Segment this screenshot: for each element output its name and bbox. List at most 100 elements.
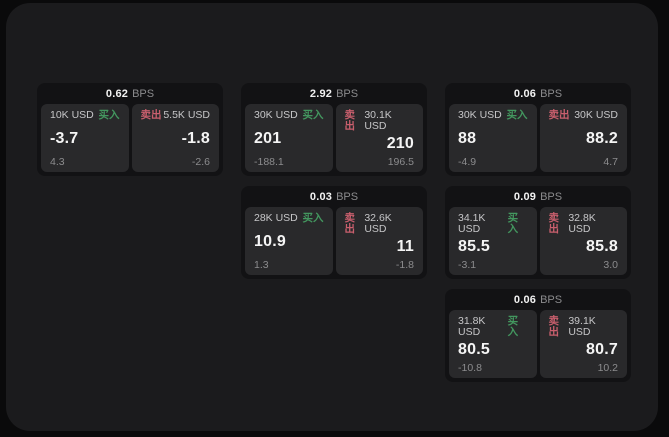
spread-value: 0.06 [513,87,537,100]
quote-pair: 30K USD 买入 201 -188.1 卖出 30.1K USD 210 1… [241,104,427,176]
buy-button[interactable]: 买入 [507,315,519,338]
buy-button[interactable]: 买入 [302,212,324,224]
sell-amount: 30.1K USD [364,109,392,132]
sell-quote-panel[interactable]: 卖出 30K USD 88.2 4.7 [539,104,627,172]
spread-value: 0.06 [513,293,537,306]
buy-delta: -188.1 [254,155,284,168]
sell-quote-panel[interactable]: 卖出 30.1K USD 210 196.5 [335,104,423,172]
sell-quote-top: 卖出 30.1K USD [345,110,415,131]
bps-unit-label: BPS [336,87,359,100]
quote-pair: 30K USD 买入 88 -4.9 卖出 30K USD 88.2 4.7 [445,104,631,176]
quote-card: 0.06 BPS 31.8K USD 买入 80.5 -10.8 卖出 39.1… [445,289,631,382]
sell-quote-top: 卖出 32.6K USD [345,213,415,234]
sell-button[interactable]: 卖出 [548,315,560,338]
sell-price: 88.2 [586,129,618,147]
buy-quote-top: 34.1K USD 买入 [458,213,528,234]
spread-header: 0.06 BPS [445,83,631,104]
bps-unit-label: BPS [540,87,563,100]
sell-price: 80.7 [586,340,618,358]
buy-price: 80.5 [458,340,490,358]
buy-price: 88 [458,129,477,147]
sell-button[interactable]: 卖出 [548,109,570,121]
sell-button[interactable]: 卖出 [548,212,560,235]
quote-card: 0.03 BPS 28K USD 买入 10.9 1.3 卖出 32.6K US… [241,186,427,279]
sell-button[interactable]: 卖出 [140,109,162,121]
buy-price: 10.9 [254,232,286,250]
buy-quote-panel[interactable]: 34.1K USD 买入 85.5 -3.1 [449,207,537,275]
spread-header: 0.06 BPS [445,289,631,310]
buy-delta: -4.9 [458,155,477,168]
buy-button[interactable]: 买入 [302,109,324,121]
cards-grid: 0.62 BPS 10K USD 买入 -3.7 4.3 卖出 5.5K USD… [37,83,631,382]
buy-amount: 10K USD [50,109,94,121]
buy-quote-panel[interactable]: 31.8K USD 买入 80.5 -10.8 [449,310,537,378]
sell-quote-top: 卖出 32.8K USD [549,213,619,234]
spread-value: 2.92 [309,87,333,100]
sell-quote-panel[interactable]: 卖出 5.5K USD -1.8 -2.6 [131,104,219,172]
sell-quote-panel[interactable]: 卖出 32.6K USD 11 -1.8 [335,207,423,275]
quote-pair: 34.1K USD 买入 85.5 -3.1 卖出 32.8K USD 85.8… [445,207,631,279]
quote-pair: 10K USD 买入 -3.7 4.3 卖出 5.5K USD -1.8 -2.… [37,104,223,176]
buy-price: -3.7 [50,129,79,147]
sell-price: 11 [396,237,414,255]
sell-price: -1.8 [181,129,210,147]
buy-quote-panel[interactable]: 30K USD 买入 88 -4.9 [449,104,537,172]
sell-quote-top: 卖出 39.1K USD [549,316,619,337]
sell-amount: 30K USD [574,109,618,121]
quote-pair: 31.8K USD 买入 80.5 -10.8 卖出 39.1K USD 80.… [445,310,631,382]
buy-delta: -10.8 [458,361,482,374]
sell-amount: 32.8K USD [568,212,596,235]
buy-price: 85.5 [458,237,490,255]
buy-amount: 28K USD [254,212,298,224]
spread-value: 0.09 [513,190,537,203]
buy-price: 201 [254,129,282,147]
quote-board: 0.62 BPS 10K USD 买入 -3.7 4.3 卖出 5.5K USD… [6,3,658,431]
bps-unit-label: BPS [540,293,563,306]
buy-quote-top: 31.8K USD 买入 [458,316,528,337]
sell-button[interactable]: 卖出 [344,212,356,235]
bps-unit-label: BPS [540,190,563,203]
buy-delta: -3.1 [458,258,477,271]
buy-quote-panel[interactable]: 28K USD 买入 10.9 1.3 [245,207,333,275]
sell-button[interactable]: 卖出 [344,109,356,132]
buy-quote-panel[interactable]: 30K USD 买入 201 -188.1 [245,104,333,172]
sell-delta: -2.6 [191,155,210,168]
spread-header: 0.62 BPS [37,83,223,104]
buy-button[interactable]: 买入 [506,109,528,121]
quote-card: 2.92 BPS 30K USD 买入 201 -188.1 卖出 30.1K … [241,83,427,176]
spread-value: 0.03 [309,190,333,203]
quote-pair: 28K USD 买入 10.9 1.3 卖出 32.6K USD 11 -1.8 [241,207,427,279]
sell-amount: 5.5K USD [163,109,210,121]
bps-unit-label: BPS [132,87,155,100]
quote-card: 0.06 BPS 30K USD 买入 88 -4.9 卖出 30K USD 8… [445,83,631,176]
spread-value: 0.62 [105,87,129,100]
buy-quote-top: 30K USD 买入 [254,110,324,121]
buy-quote-top: 30K USD 买入 [458,110,528,121]
sell-delta: 4.7 [603,155,618,168]
buy-quote-panel[interactable]: 10K USD 买入 -3.7 4.3 [41,104,129,172]
bps-unit-label: BPS [336,190,359,203]
sell-quote-panel[interactable]: 卖出 32.8K USD 85.8 3.0 [539,207,627,275]
buy-amount: 31.8K USD [458,315,486,338]
buy-amount: 30K USD [254,109,298,121]
sell-price: 85.8 [586,237,618,255]
buy-amount: 34.1K USD [458,212,486,235]
sell-delta: 3.0 [603,258,618,271]
spread-header: 0.03 BPS [241,186,427,207]
sell-quote-panel[interactable]: 卖出 39.1K USD 80.7 10.2 [539,310,627,378]
sell-delta: -1.8 [395,258,414,271]
spread-header: 2.92 BPS [241,83,427,104]
buy-button[interactable]: 买入 [98,109,120,121]
sell-amount: 39.1K USD [568,315,596,338]
sell-amount: 32.6K USD [364,212,392,235]
sell-quote-top: 卖出 30K USD [549,110,619,121]
sell-price: 210 [386,134,414,152]
buy-amount: 30K USD [458,109,502,121]
sell-delta: 196.5 [387,155,414,168]
buy-quote-top: 28K USD 买入 [254,213,324,224]
sell-quote-top: 卖出 5.5K USD [141,110,211,121]
buy-button[interactable]: 买入 [507,212,519,235]
buy-quote-top: 10K USD 买入 [50,110,120,121]
spread-header: 0.09 BPS [445,186,631,207]
buy-delta: 1.3 [254,258,269,271]
